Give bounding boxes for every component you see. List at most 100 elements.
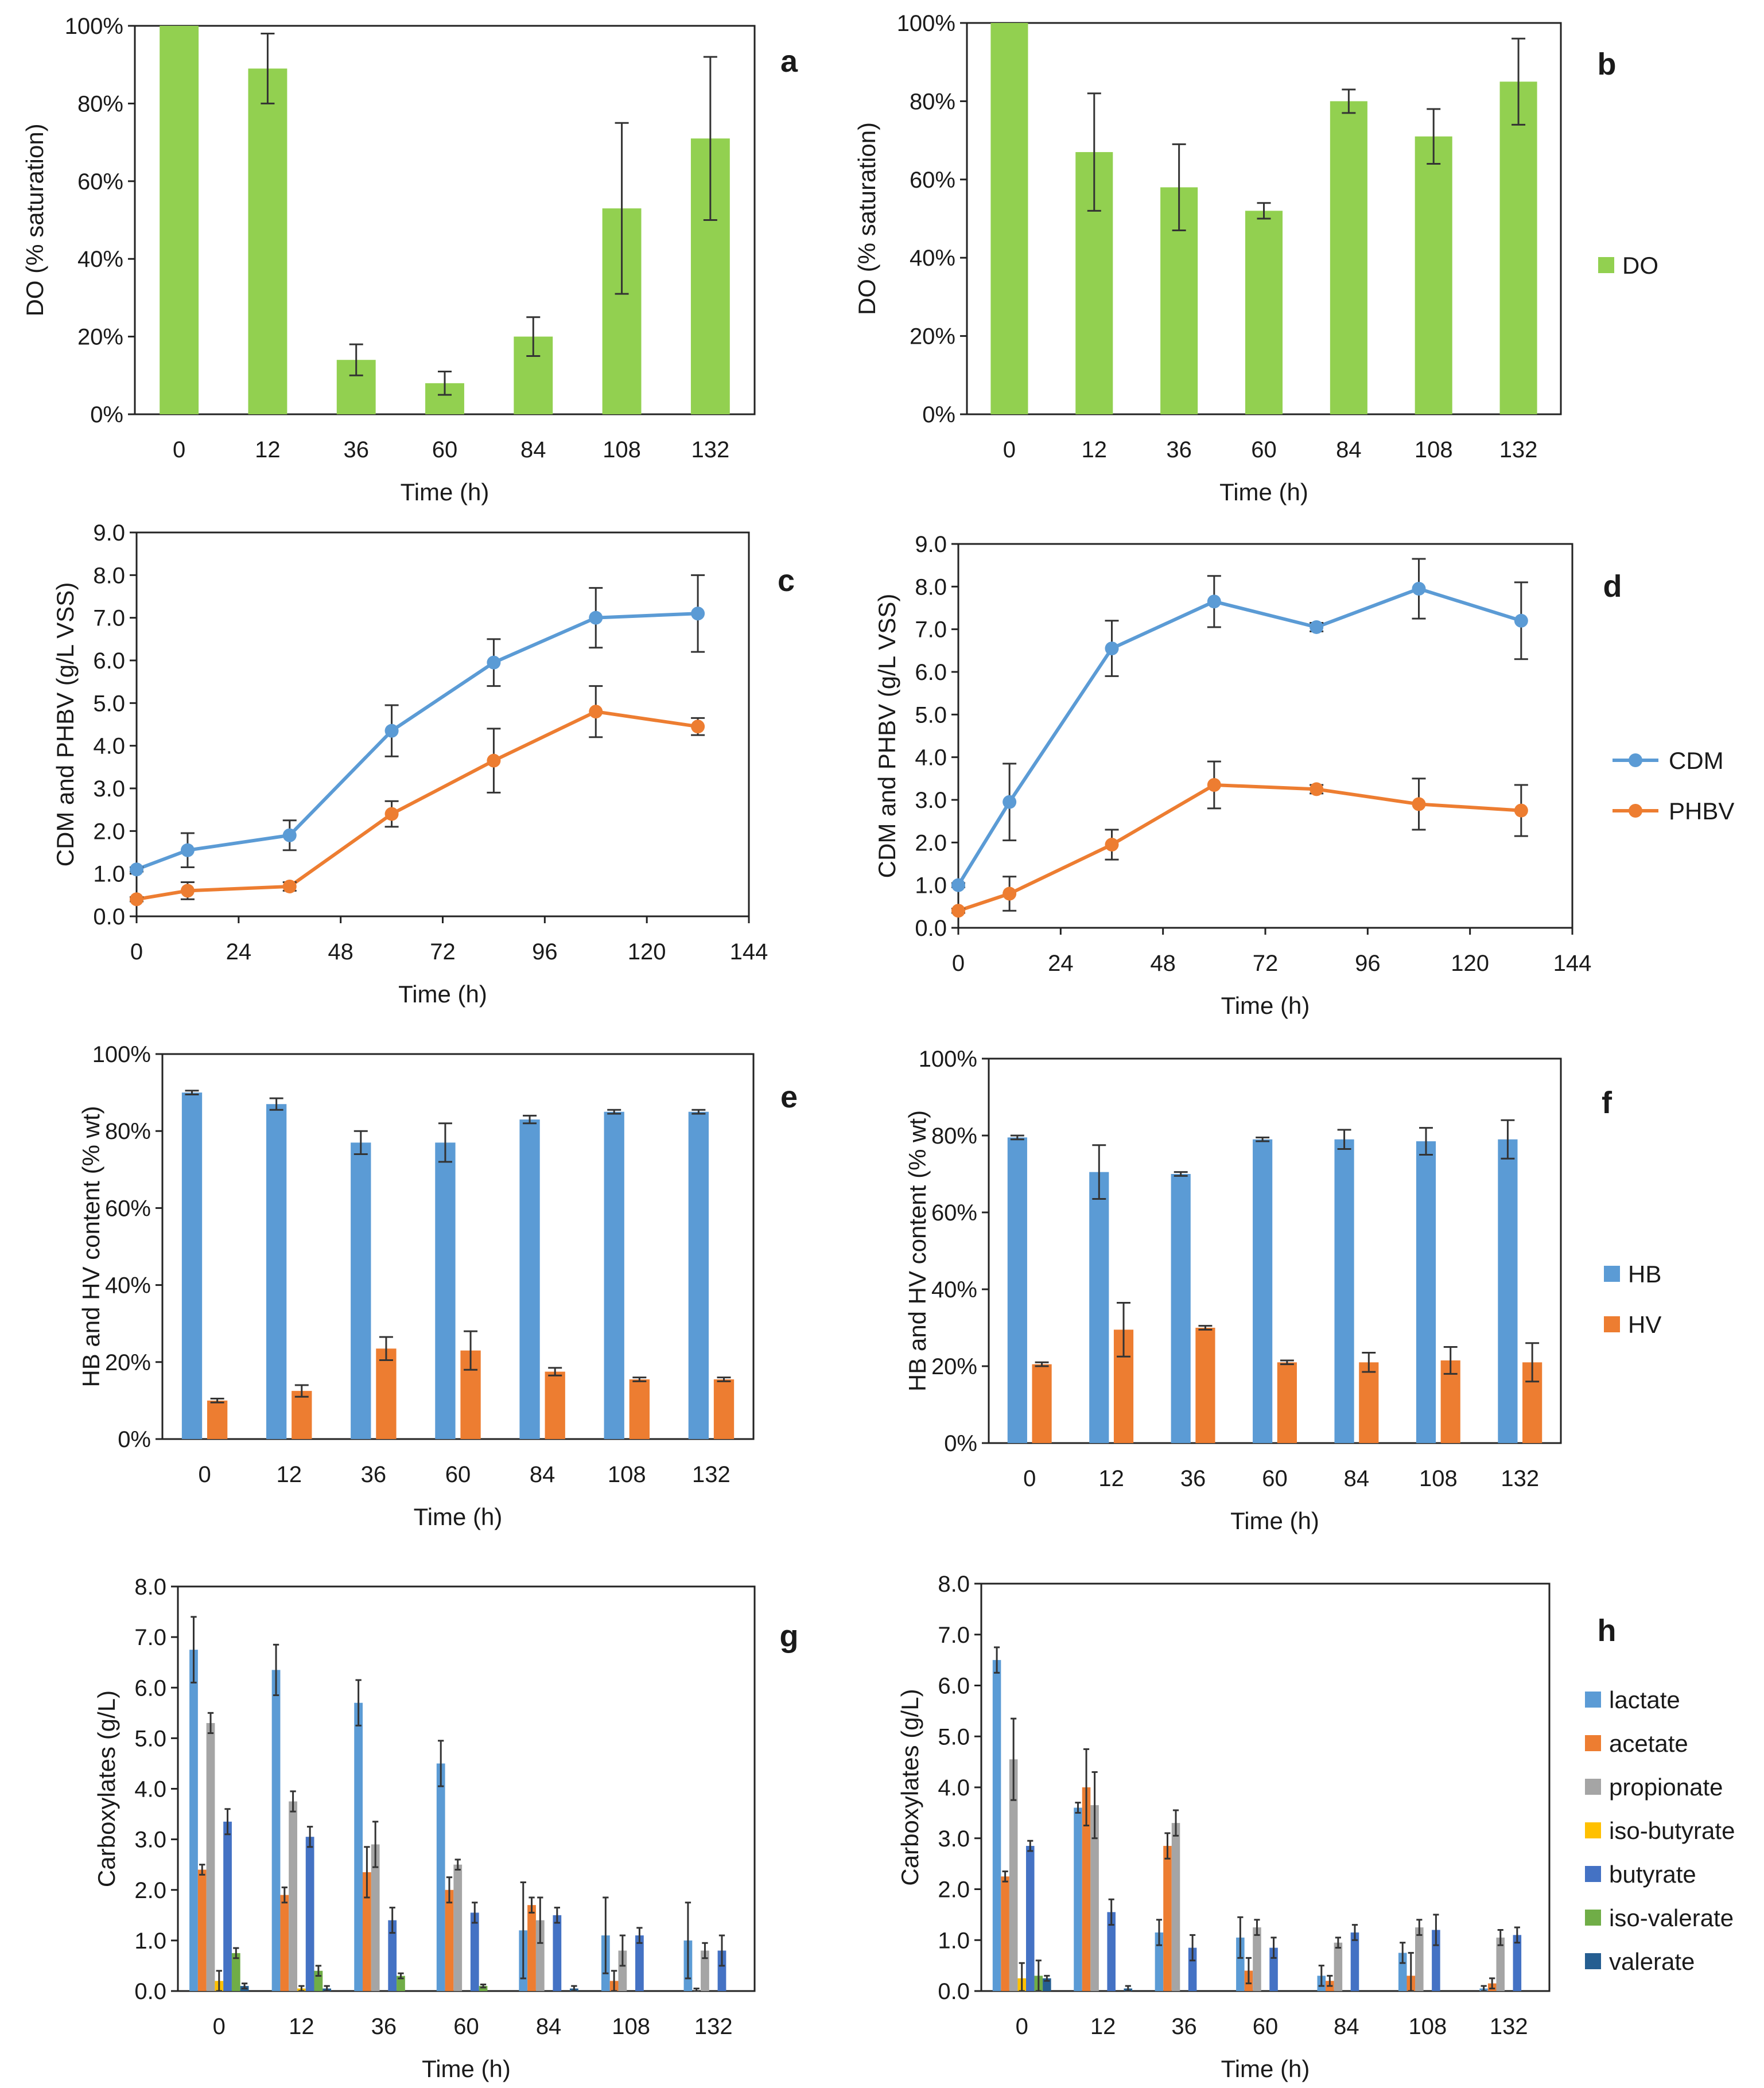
x-axis-label: Time (h) <box>1221 2055 1310 2082</box>
x-tick-label: 24 <box>1048 951 1074 976</box>
y-tick-label: 4.0 <box>915 745 947 771</box>
y-tick-label: 7.0 <box>134 1625 166 1650</box>
y-tick-label: 0.0 <box>938 1979 970 2004</box>
bar-propionate-0 <box>206 1722 215 1991</box>
legend-marker-PHBV <box>1629 804 1642 818</box>
x-tick-label: 96 <box>1355 951 1381 976</box>
x-tick-label: 36 <box>361 1462 387 1487</box>
legend-swatch-HV <box>1604 1316 1620 1332</box>
point-CDM-84 <box>1310 620 1324 634</box>
point-PHBV-132 <box>1514 803 1528 818</box>
y-tick-label: 6.0 <box>915 660 947 685</box>
point-CDM-12 <box>1003 795 1017 809</box>
y-tick-label: 20% <box>931 1354 977 1379</box>
point-PHBV-36 <box>282 879 297 893</box>
y-tick-label: 5.0 <box>93 691 125 716</box>
bar-butyrate-84 <box>1350 1932 1359 1991</box>
y-tick-label: 40% <box>910 246 955 271</box>
y-tick-label: 3.0 <box>93 776 125 802</box>
bar-HB-108 <box>604 1111 624 1439</box>
bar-lactate-36 <box>1155 1932 1164 1991</box>
y-tick-label: 1.0 <box>134 1928 166 1954</box>
bar-butyrate-84 <box>553 1915 562 1991</box>
point-PHBV-60 <box>1207 777 1221 792</box>
plot-frame-a <box>134 25 756 415</box>
bar-HV-132 <box>713 1379 735 1439</box>
x-tick-label: 120 <box>1451 951 1489 976</box>
series-line-PHBV <box>136 710 698 901</box>
y-tick-label: 80% <box>931 1123 977 1149</box>
bar-acetate-36 <box>1163 1846 1172 1991</box>
y-axis-label: HB and HV content (% wt) <box>904 1110 931 1391</box>
bar-propionate-60 <box>1253 1927 1261 1991</box>
panel-h: 0.0 1.0 2.0 3.0 4.0 5.0 6.0 7.0 8.0 Time (h) Carbo… <box>896 1572 1735 2082</box>
x-tick-label: 0 <box>198 1462 211 1487</box>
bar-HB-0 <box>181 1092 203 1439</box>
panel-label-c: c <box>778 563 795 598</box>
bar-HV-84 <box>1359 1362 1379 1443</box>
bar-HB-36 <box>351 1142 371 1439</box>
point-CDM-108 <box>589 611 603 625</box>
bar-butyrate-60 <box>470 1912 479 1991</box>
y-tick-label: 0% <box>944 1431 977 1456</box>
point-PHBV-132 <box>691 720 705 734</box>
y-tick-label: 2.0 <box>134 1878 166 1903</box>
bar-acetate-36 <box>363 1872 371 1991</box>
point-PHBV-84 <box>487 753 501 768</box>
bar-butyrate-132 <box>1513 1935 1522 1991</box>
x-axis-label: Time (h) <box>401 479 489 506</box>
y-tick-label: 100% <box>65 14 123 39</box>
legend-label-PHBV: PHBV <box>1669 798 1734 825</box>
legend-swatch-iso-valerate <box>1585 1910 1601 1926</box>
bar-lactate-60 <box>436 1763 445 1991</box>
bar-lactate-0 <box>992 1660 1001 1991</box>
bar-lactate-12 <box>1074 1807 1082 1991</box>
series-line-PHBV <box>958 783 1522 913</box>
bar-butyrate-0 <box>223 1821 232 1991</box>
x-tick-label: 12 <box>1098 1466 1124 1491</box>
y-tick-label: 5.0 <box>938 1724 970 1749</box>
y-tick-label: 80% <box>910 89 955 114</box>
x-tick-label: 132 <box>1490 2014 1528 2039</box>
x-tick-label: 84 <box>1336 437 1362 462</box>
bar-HB-108 <box>1416 1141 1436 1443</box>
plot-frame-c <box>135 531 750 917</box>
y-tick-label: 2.0 <box>93 819 125 844</box>
legend-swatch-iso-butyrate <box>1585 1822 1601 1838</box>
plot-frame-e <box>161 1053 755 1440</box>
legend-label-propionate: propionate <box>1609 1774 1723 1801</box>
point-PHBV-0 <box>130 892 143 907</box>
y-axis-label: HB and HV content (% wt) <box>77 1106 104 1387</box>
bar-HB-132 <box>1498 1139 1518 1443</box>
x-tick-label: 84 <box>530 1462 555 1487</box>
bar-DO-108 <box>1415 136 1452 414</box>
x-tick-label: 60 <box>432 437 458 462</box>
x-tick-label: 48 <box>328 939 353 965</box>
y-tick-label: 20% <box>77 325 123 350</box>
y-tick-label: 8.0 <box>938 1572 970 1597</box>
x-tick-label: 0 <box>213 2014 226 2039</box>
panel-b: 0% 20% 40% 60% 80% 100% Time (h) DO (% saturati… <box>853 11 1658 506</box>
x-tick-label: 0 <box>173 437 185 462</box>
plot-frame-d <box>957 543 1573 929</box>
panel-label-d: d <box>1603 569 1622 604</box>
x-tick-label: 108 <box>603 437 641 462</box>
bar-lactate-36 <box>354 1702 363 1991</box>
x-tick-label: 60 <box>1262 1466 1288 1491</box>
panel-label-b: b <box>1598 47 1617 81</box>
x-tick-label: 72 <box>1253 951 1279 976</box>
x-tick-label: 108 <box>1408 2014 1447 2039</box>
y-tick-label: 40% <box>105 1273 151 1298</box>
y-tick-label: 7.0 <box>938 1623 970 1648</box>
y-tick-label: 8.0 <box>134 1574 166 1600</box>
bar-HV-0 <box>207 1400 228 1439</box>
y-tick-label: 60% <box>931 1200 977 1226</box>
x-tick-label: 84 <box>1344 1466 1370 1491</box>
y-tick-label: 7.0 <box>915 617 947 643</box>
y-tick-label: 2.0 <box>938 1877 970 1903</box>
legend-swatch-lactate <box>1585 1692 1601 1708</box>
bar-acetate-0 <box>197 1869 207 1991</box>
bar-HB-36 <box>1171 1174 1191 1443</box>
bar-propionate-108 <box>618 1950 627 1991</box>
bar-butyrate-132 <box>717 1950 726 1991</box>
